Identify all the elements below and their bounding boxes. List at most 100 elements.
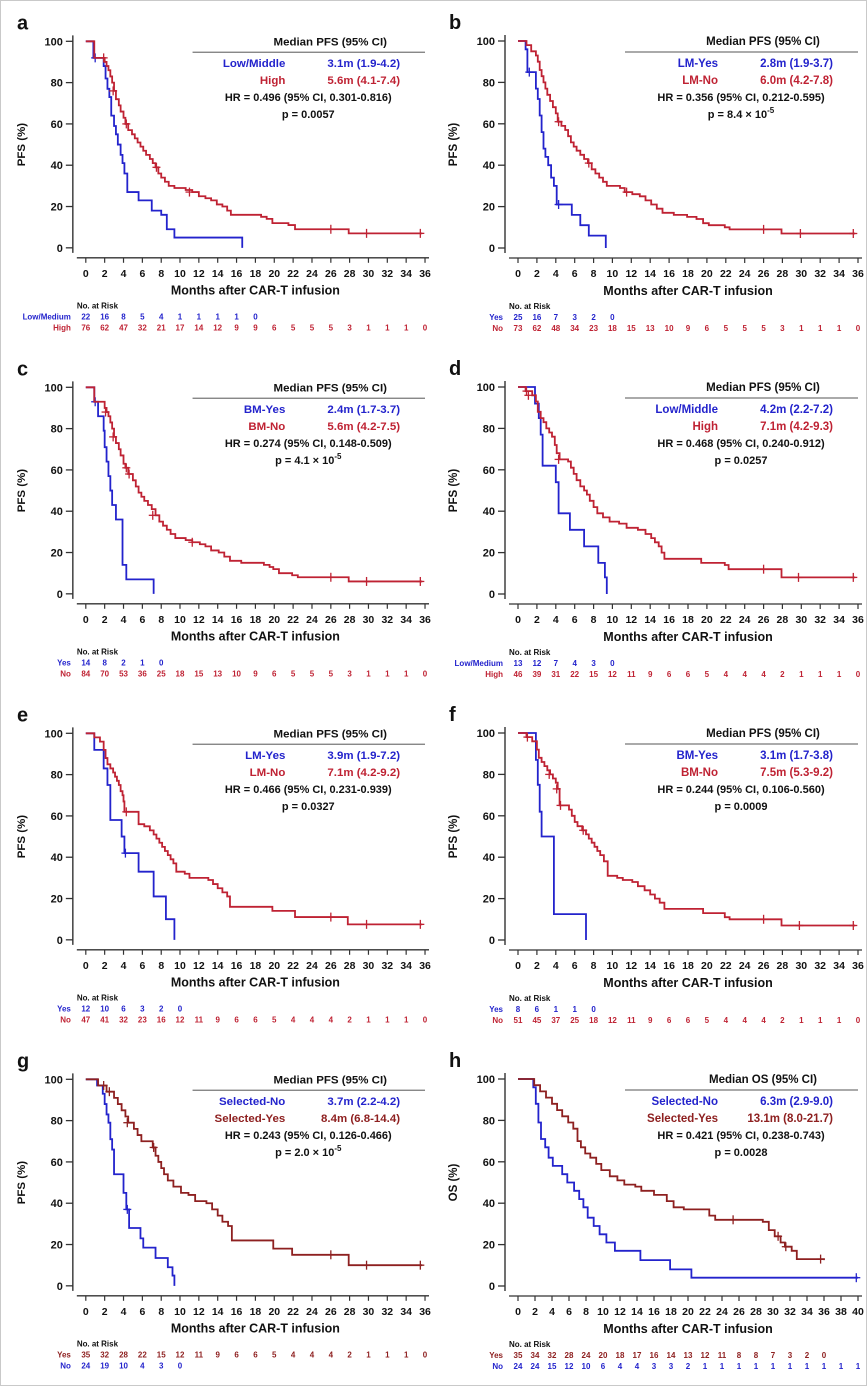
x-tick-label: 0: [83, 615, 89, 626]
x-tick-label: 22: [287, 615, 299, 626]
risk-count: 1: [818, 1016, 823, 1025]
risk-count: 1: [404, 324, 409, 333]
y-tick-label: 0: [489, 1281, 495, 1293]
km-curve-blue: [518, 386, 608, 594]
risk-count: 5: [724, 324, 729, 333]
x-tick-label: 16: [663, 614, 675, 626]
x-tick-label: 34: [400, 615, 412, 626]
risk-table-title: No. at Risk: [509, 648, 551, 657]
x-tick-label: 22: [699, 1306, 711, 1318]
risk-count: 1: [554, 1005, 559, 1014]
km-curve-blue: [518, 732, 587, 940]
risk-count: 1: [818, 670, 823, 679]
x-tick-label: 2: [102, 269, 108, 280]
risk-count: 5: [761, 324, 766, 333]
y-tick-label: 20: [51, 894, 63, 906]
panel-letter: b: [449, 12, 461, 34]
p-value-text: p = 0.0257: [715, 455, 768, 467]
x-tick-label: 26: [325, 1307, 337, 1318]
risk-count: 4: [724, 1016, 729, 1025]
y-tick-label: 0: [57, 1281, 63, 1293]
x-tick-label: 14: [212, 961, 224, 972]
legend-group-name: Selected-Yes: [647, 1113, 718, 1125]
risk-count: 12: [565, 1362, 574, 1371]
risk-count: 4: [329, 1351, 334, 1360]
km-curve-red: [518, 40, 856, 235]
risk-count: 1: [805, 1362, 810, 1371]
legend-group-value: 2.4m (1.7-3.7): [327, 404, 400, 416]
risk-count: 3: [140, 1005, 145, 1014]
hr-text: HR = 0.244 (95% CI, 0.106-0.560): [657, 784, 825, 796]
risk-count: 0: [856, 324, 861, 333]
x-tick-label: 8: [158, 615, 164, 626]
x-tick-label: 24: [739, 614, 751, 626]
panel-c: c 0 20 40 60 80 100 PFS (%) 0 2 4 6 8 10 12 14 16 18 20 22 2…: [1, 347, 433, 693]
x-tick-label: 30: [795, 268, 807, 280]
legend-group-value: 3.7m (2.2-4.2): [327, 1096, 400, 1108]
y-tick-label: 0: [489, 243, 495, 255]
risk-count: 4: [329, 1016, 334, 1025]
risk-count: 23: [138, 1016, 147, 1025]
y-tick-label: 40: [483, 852, 495, 864]
x-tick-label: 20: [268, 615, 280, 626]
risk-row-label: No: [492, 1362, 503, 1371]
x-tick-label: 16: [648, 1306, 660, 1318]
y-tick-label: 40: [483, 506, 495, 518]
y-tick-label: 0: [489, 589, 495, 601]
risk-count: 32: [119, 1016, 128, 1025]
legend-group-name: LM-Yes: [678, 58, 718, 70]
risk-count: 1: [837, 670, 842, 679]
x-tick-label: 8: [583, 1306, 589, 1318]
x-tick-label: 30: [363, 269, 375, 280]
risk-count: 4: [159, 313, 164, 322]
x-tick-label: 16: [231, 269, 243, 280]
risk-count: 4: [761, 670, 766, 679]
y-tick-label: 80: [51, 424, 63, 436]
risk-row-label: Yes: [489, 1351, 503, 1360]
x-tick-label: 10: [174, 1307, 186, 1318]
y-tick-label: 60: [483, 811, 495, 823]
x-tick-label: 20: [701, 614, 713, 626]
legend-group-name: BM-No: [248, 421, 285, 433]
risk-count: 0: [610, 313, 615, 322]
risk-count: 36: [138, 670, 147, 679]
risk-count: 8: [516, 1005, 521, 1014]
risk-count: 4: [635, 1362, 640, 1371]
x-tick-label: 0: [83, 269, 89, 280]
x-tick-label: 14: [212, 615, 224, 626]
x-tick-label: 8: [591, 268, 597, 280]
x-tick-label: 40: [852, 1306, 864, 1318]
km-curve-blue: [85, 732, 176, 940]
risk-count: 9: [253, 324, 258, 333]
x-tick-label: 0: [83, 1307, 89, 1318]
x-tick-label: 20: [701, 268, 713, 280]
y-tick-label: 40: [51, 852, 63, 864]
x-axis-title: Months after CAR-T infusion: [603, 976, 772, 990]
x-tick-label: 2: [102, 1307, 108, 1318]
risk-count: 0: [178, 1005, 183, 1014]
risk-count: 8: [102, 659, 107, 668]
risk-count: 0: [253, 313, 258, 322]
x-tick-label: 32: [381, 961, 393, 972]
legend-header: Median PFS (95% CI): [706, 36, 820, 48]
x-tick-label: 12: [625, 268, 637, 280]
x-tick-label: 12: [625, 614, 637, 626]
y-tick-label: 60: [51, 1157, 63, 1169]
risk-count: 6: [705, 324, 710, 333]
legend-group-name: Selected-No: [219, 1096, 285, 1108]
x-axis-title: Months after CAR-T infusion: [603, 284, 772, 298]
x-axis-title: Months after CAR-T infusion: [603, 1322, 772, 1336]
x-tick-label: 12: [193, 961, 205, 972]
risk-count: 1: [178, 313, 183, 322]
legend-header: Median PFS (95% CI): [274, 1074, 388, 1086]
x-tick-label: 20: [268, 961, 280, 972]
legend-group-name: Selected-No: [652, 1096, 718, 1108]
risk-count: 3: [669, 1362, 674, 1371]
risk-count: 4: [742, 1016, 747, 1025]
y-tick-label: 40: [483, 1198, 495, 1210]
x-tick-label: 34: [833, 614, 845, 626]
x-tick-label: 10: [607, 614, 619, 626]
y-tick-label: 0: [57, 243, 63, 255]
